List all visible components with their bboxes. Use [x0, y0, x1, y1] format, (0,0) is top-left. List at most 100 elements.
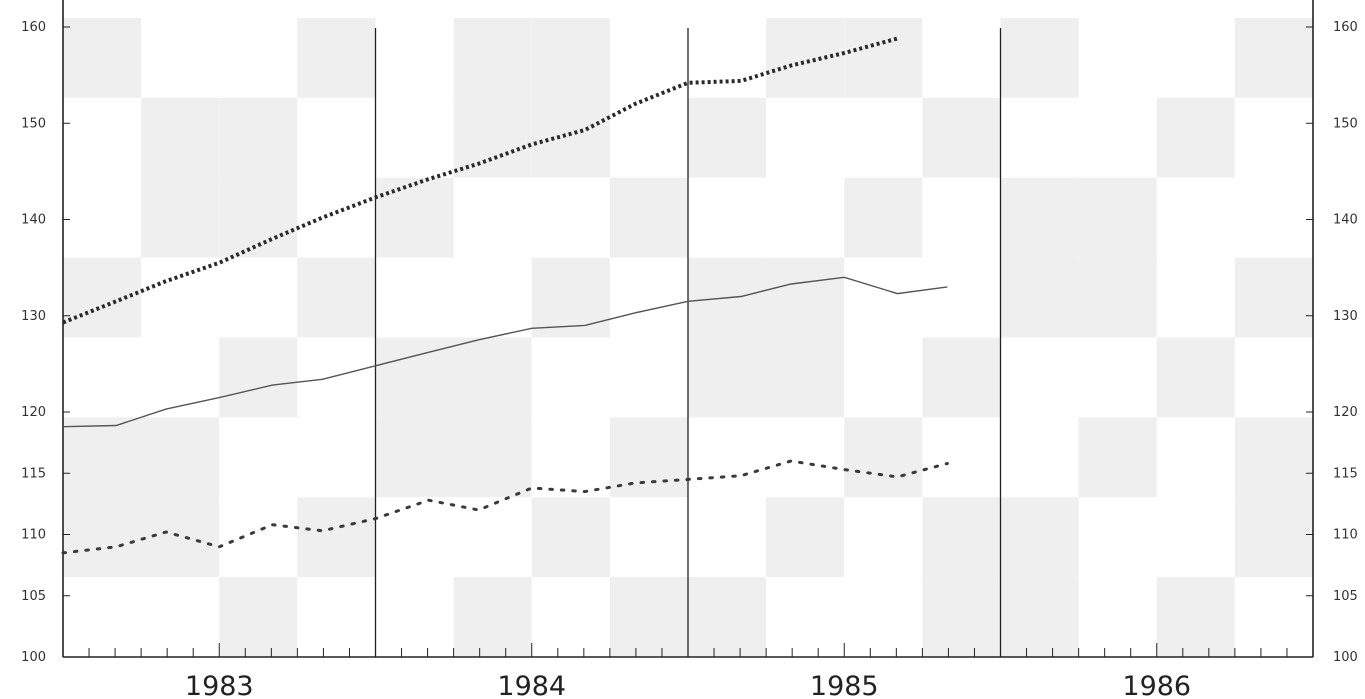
background-block	[844, 18, 923, 98]
background-block	[219, 497, 298, 578]
background-block	[1078, 18, 1157, 98]
y-tick-label-right: 130	[1333, 309, 1358, 324]
background-block	[688, 417, 767, 498]
background-block	[1234, 177, 1313, 258]
background-block	[1156, 177, 1235, 258]
background-block	[297, 18, 376, 98]
background-block	[63, 417, 142, 498]
background-block	[1156, 337, 1235, 418]
background-block	[844, 577, 923, 657]
background-block	[688, 177, 767, 258]
background-block	[297, 497, 376, 578]
y-tick-label-right: 110	[1333, 528, 1358, 543]
year-label: 1983	[185, 671, 254, 699]
background-block	[63, 257, 142, 338]
background-block	[766, 417, 845, 498]
background-block	[922, 577, 1001, 657]
background-block	[1234, 337, 1313, 418]
background-block	[141, 417, 220, 498]
background-block	[375, 177, 454, 258]
background-block	[766, 497, 845, 578]
background-block	[531, 337, 610, 418]
y-tick-label-left: 100	[21, 650, 46, 665]
background-block	[922, 417, 1001, 498]
background-block	[1234, 417, 1313, 498]
background-block	[453, 417, 532, 498]
background-block	[688, 577, 767, 657]
series-line-3	[61, 459, 949, 555]
background-block	[453, 97, 532, 178]
background-block	[609, 18, 688, 98]
background-block	[297, 577, 376, 657]
y-tick-label-right: 150	[1333, 116, 1358, 131]
background-block	[297, 417, 376, 498]
background-block	[844, 97, 923, 178]
y-tick-label-left: 110	[21, 528, 46, 543]
background-block	[297, 337, 376, 418]
background-block	[766, 97, 845, 178]
background-block	[609, 497, 688, 578]
y-tick-label-left: 130	[21, 309, 46, 324]
background-block	[922, 18, 1001, 98]
background-block	[1234, 18, 1313, 98]
y-tick-label-left: 160	[21, 20, 46, 35]
y-tick-label-left: 140	[21, 213, 46, 228]
background-block	[453, 497, 532, 578]
background-block	[1234, 497, 1313, 578]
background-block	[219, 177, 298, 258]
background-block	[1000, 417, 1079, 498]
background-block	[141, 97, 220, 178]
background-block	[63, 497, 142, 578]
background-block	[688, 337, 767, 418]
background-block	[1078, 257, 1157, 338]
series-line-2	[62, 276, 948, 428]
background-block	[219, 417, 298, 498]
background-block	[375, 257, 454, 338]
background-block	[141, 337, 220, 418]
background-block	[219, 337, 298, 418]
background-block	[1000, 497, 1079, 578]
background-block	[844, 417, 923, 498]
background-block	[688, 18, 767, 98]
background-block	[1234, 97, 1313, 178]
background-block	[375, 497, 454, 578]
background-block	[297, 97, 376, 178]
year-label: 1986	[1122, 671, 1191, 699]
background-block	[1000, 577, 1079, 657]
background-block	[531, 18, 610, 98]
background-block	[844, 337, 923, 418]
background-block	[375, 18, 454, 98]
background-block	[63, 97, 142, 178]
background-block	[141, 18, 220, 98]
y-tick-label-right: 160	[1333, 20, 1358, 35]
background-block	[453, 18, 532, 98]
background-block	[453, 577, 532, 657]
background-block	[922, 97, 1001, 178]
background-block	[1156, 257, 1235, 338]
background-block	[922, 497, 1001, 578]
background-block	[688, 97, 767, 178]
background-block	[844, 497, 923, 578]
series-lines	[61, 36, 949, 555]
background-block	[219, 577, 298, 657]
background-block	[453, 177, 532, 258]
background-block	[844, 177, 923, 258]
background-block	[1078, 577, 1157, 657]
axes	[62, 0, 1314, 658]
y-tick-label-left: 120	[21, 405, 46, 420]
background-block	[63, 337, 142, 418]
background-block	[375, 577, 454, 657]
background-block	[219, 97, 298, 178]
background-block	[922, 257, 1001, 338]
background-block	[531, 577, 610, 657]
background-block	[1000, 177, 1079, 258]
background-block	[219, 18, 298, 98]
y-tick-label-left: 105	[21, 589, 46, 604]
y-tick-label-right: 105	[1333, 589, 1358, 604]
background-block	[1078, 497, 1157, 578]
y-tick-label-right: 120	[1333, 405, 1358, 420]
background-block	[1156, 97, 1235, 178]
background-block	[609, 417, 688, 498]
background-block	[1156, 417, 1235, 498]
